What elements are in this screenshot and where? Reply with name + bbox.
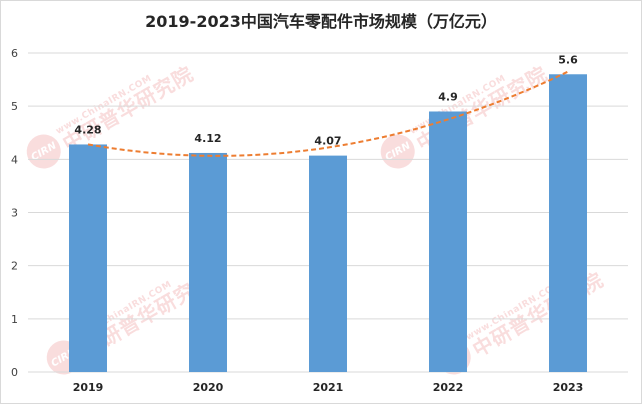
data-label: 4.12 — [194, 132, 221, 145]
y-tick-label: 1 — [11, 313, 18, 326]
bar — [429, 111, 467, 372]
y-tick-label: 3 — [11, 207, 18, 220]
x-tick-label: 2019 — [73, 381, 104, 394]
x-tick-label: 2023 — [553, 381, 584, 394]
x-tick-label: 2021 — [313, 381, 344, 394]
data-label: 4.07 — [314, 135, 341, 148]
y-tick-label: 2 — [11, 260, 18, 273]
x-tick-label: 2022 — [433, 381, 464, 394]
bar — [549, 74, 587, 373]
bar — [189, 152, 227, 372]
data-label: 4.9 — [438, 90, 458, 103]
data-label: 5.6 — [558, 53, 578, 66]
y-tick-label: 0 — [11, 366, 18, 379]
y-tick-label: 5 — [11, 100, 18, 113]
chart-title: 2019-2023中国汽车零配件市场规模（万亿元） — [145, 12, 497, 31]
bar — [69, 144, 107, 372]
bar — [309, 155, 347, 372]
data-label: 4.28 — [74, 123, 101, 136]
y-tick-label: 6 — [11, 47, 18, 60]
x-tick-label: 2020 — [193, 381, 224, 394]
trendline — [87, 70, 569, 157]
y-tick-label: 4 — [11, 153, 18, 166]
